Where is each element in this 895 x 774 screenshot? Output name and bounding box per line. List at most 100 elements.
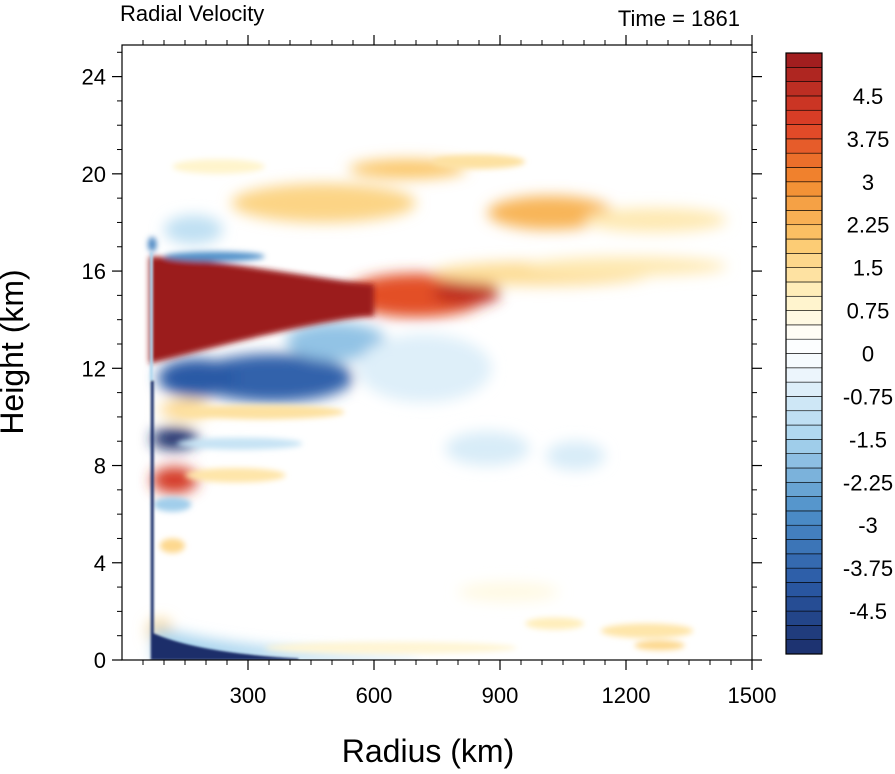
velocity-cell-16: [357, 334, 492, 403]
colorbar-segment: [785, 639, 823, 655]
colorbar-label: -3.75: [843, 556, 893, 581]
colorbar-segment: [785, 596, 823, 612]
colorbar-segment: [785, 310, 823, 326]
colorbar-segment: [785, 210, 823, 226]
velocity-cell-9: [432, 154, 526, 169]
colorbar-segment: [785, 324, 823, 340]
eyewall-band-35: [150, 380, 154, 660]
y-axis-label: Height (km): [0, 269, 30, 434]
colorbar-frame: [785, 52, 823, 655]
y-tick-label: 4: [94, 551, 106, 576]
velocity-cell-20: [176, 437, 303, 450]
colorbar-segment: [785, 81, 823, 97]
colorbar-segment: [785, 453, 823, 469]
velocity-cell-10: [172, 159, 265, 174]
y-tick-label: 12: [82, 356, 106, 381]
colorbar-segment: [785, 481, 823, 497]
colorbar-segment: [785, 353, 823, 369]
velocity-field-core: [148, 154, 694, 654]
colorbar-segment: [785, 424, 823, 440]
velocity-cell-22: [185, 467, 286, 483]
colorbar: 4.5 3.75 3 2.25 1.5 0.75 0 -0.75 -1.5 -2.25 -3 -3.7…: [785, 52, 893, 655]
colorbar-segment: [785, 539, 823, 555]
colorbar-segment: [785, 253, 823, 268]
velocity-cell-27: [458, 582, 559, 602]
colorbar-segment: [785, 367, 823, 383]
colorbar-segment: [785, 467, 823, 483]
velocity-cell-11: [164, 215, 223, 245]
velocity-cell-6: [584, 207, 727, 233]
colorbar-segment: [785, 138, 823, 154]
x-tick-label: 600: [356, 683, 393, 708]
colorbar-segment: [785, 181, 823, 197]
velocity-cell-23: [153, 497, 192, 512]
x-tick-label: 900: [482, 683, 519, 708]
colorbar-segment: [785, 281, 823, 297]
colorbar-segment: [785, 381, 823, 397]
x-axis-label: Radius (km): [342, 733, 514, 769]
colorbar-label: -4.5: [849, 599, 887, 624]
colorbar-label: 4.5: [853, 84, 884, 109]
colorbar-label: 1.5: [853, 256, 884, 281]
velocity-cell-4: [525, 256, 727, 276]
velocity-cell-25: [445, 431, 530, 466]
colorbar-segment: [785, 238, 823, 254]
colorbar-segment: [785, 295, 823, 311]
colorbar-segment: [785, 195, 823, 211]
colorbar-segment: [785, 152, 823, 168]
velocity-cell-29: [525, 617, 584, 630]
velocity-cell-28: [600, 623, 694, 639]
velocity-cell-5: [487, 195, 614, 230]
colorbar-label: -3: [858, 513, 878, 538]
colorbar-segment: [785, 267, 823, 283]
velocity-cell-7: [231, 183, 416, 223]
velocity-cell-30: [634, 640, 685, 651]
velocity-cell-26: [546, 441, 605, 471]
velocity-cell-14: [157, 358, 238, 398]
colorbar-segment: [785, 52, 823, 68]
colorbar-label: 0: [862, 342, 874, 367]
y-tick-label: 0: [94, 648, 106, 673]
velocity-cell-24: [159, 538, 185, 554]
chart-title: Radial Velocity: [120, 1, 264, 26]
y-tick-label: 16: [82, 259, 106, 284]
colorbar-segment: [785, 67, 823, 82]
velocity-cell-17: [176, 404, 345, 420]
velocity-field-soft: [147, 159, 727, 660]
colorbar-segment: [785, 610, 823, 626]
velocity-cell-31: [264, 641, 517, 654]
plot-area: [122, 45, 752, 660]
x-axis: 300 600 900 1200 1500: [142, 35, 777, 708]
velocity-cell-15: [285, 322, 387, 362]
velocity-cell-12: [164, 251, 265, 262]
y-tick-label: 8: [94, 454, 106, 479]
colorbar-segment: [785, 124, 823, 140]
colorbar-segment: [785, 524, 823, 540]
chart-subtitle: Time = 1861: [618, 6, 740, 31]
velocity-cell-21: [151, 466, 198, 494]
colorbar-segment: [785, 338, 823, 354]
x-tick-label: 1500: [728, 683, 777, 708]
colorbar-segment: [785, 510, 823, 526]
colorbar-segment: [785, 167, 823, 183]
x-tick-label: 1200: [602, 683, 651, 708]
colorbar-label: 0.75: [847, 299, 890, 324]
colorbar-label: 2.25: [847, 213, 890, 238]
colorbar-segment: [785, 396, 823, 412]
velocity-cell-2: [432, 280, 500, 306]
eyewall-band-36: [149, 251, 153, 381]
colorbar-label: 3.75: [847, 127, 890, 152]
colorbar-segment: [785, 224, 823, 240]
colorbar-segment: [785, 410, 823, 426]
colorbar-segment: [785, 582, 823, 598]
colorbar-segment: [785, 95, 823, 111]
colorbar-segment: [785, 439, 823, 454]
y-axis: 0 4 8 12 16 20 24: [82, 51, 762, 673]
outflow-jet: [149, 256, 374, 364]
colorbar-label: 3: [862, 170, 874, 195]
velocity-cell-13: [193, 353, 353, 403]
colorbar-segment: [785, 496, 823, 512]
colorbar-segment: [785, 567, 823, 583]
colorbar-segment: [785, 109, 823, 125]
